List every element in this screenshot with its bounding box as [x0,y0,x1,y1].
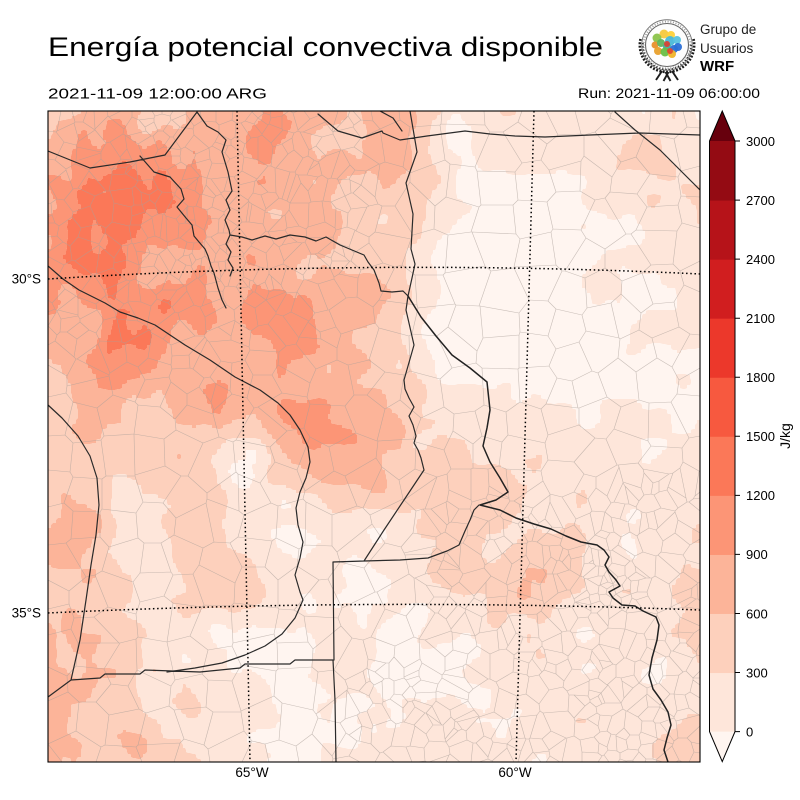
svg-text:2100: 2100 [746,311,775,326]
svg-text:65°W: 65°W [235,765,268,780]
svg-text:30°S: 30°S [12,272,41,287]
svg-text:WRF: WRF [700,58,734,75]
svg-text:1800: 1800 [746,370,775,385]
svg-text:0: 0 [746,724,753,739]
svg-text:3000: 3000 [746,134,775,149]
svg-text:900: 900 [746,547,768,562]
svg-text:Energía potencial convectiva d: Energía potencial convectiva disponible [48,32,603,62]
svg-text:2021-11-09 12:00:00 ARG: 2021-11-09 12:00:00 ARG [48,86,267,103]
svg-text:60°W: 60°W [498,765,531,780]
svg-text:Usuarios: Usuarios [700,41,754,56]
svg-text:Run: 2021-11-09 06:00:00: Run: 2021-11-09 06:00:00 [578,85,760,101]
svg-text:1500: 1500 [746,429,775,444]
svg-text:300: 300 [746,665,768,680]
svg-text:35°S: 35°S [12,606,41,621]
svg-text:1200: 1200 [746,488,775,503]
svg-text:600: 600 [746,606,768,621]
svg-text:2400: 2400 [746,252,775,267]
svg-text:2700: 2700 [746,193,775,208]
svg-text:J/kg: J/kg [777,423,793,449]
svg-text:Grupo de: Grupo de [700,22,756,37]
